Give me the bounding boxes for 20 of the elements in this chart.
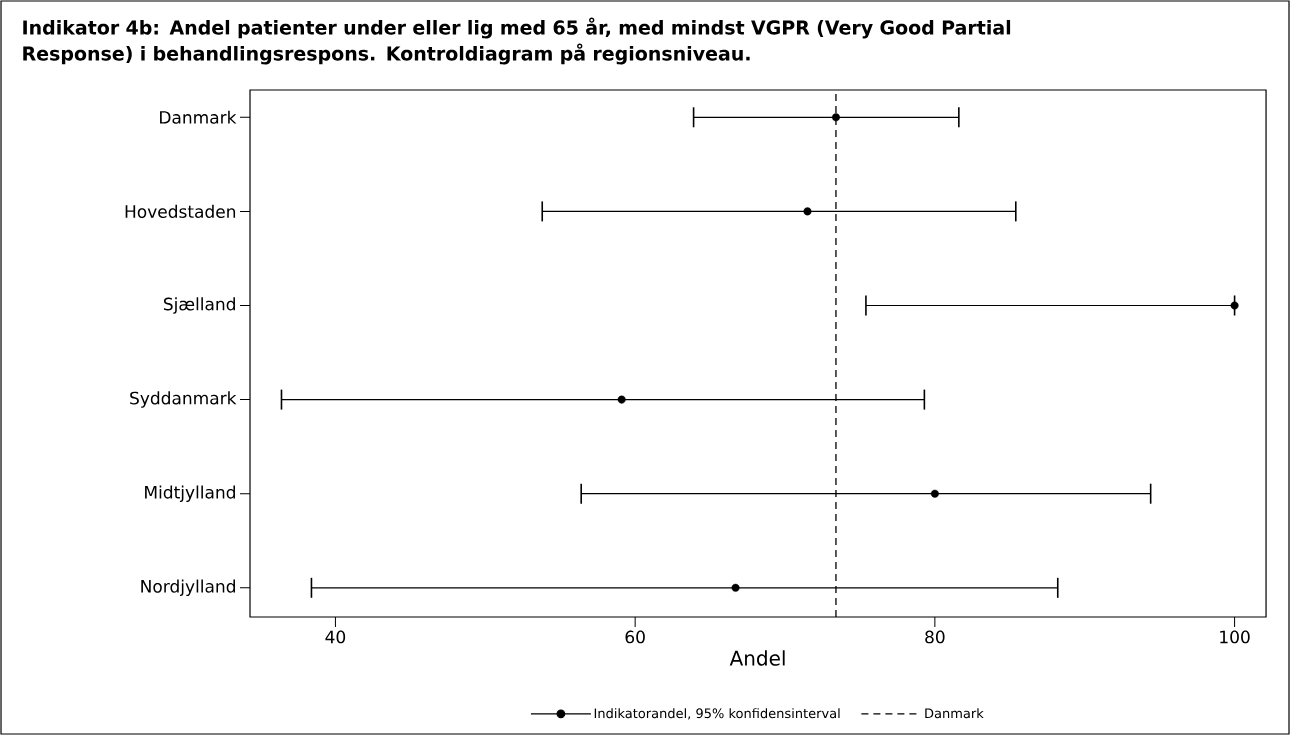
- x-tick-label: 60: [625, 630, 645, 644]
- point: [803, 207, 812, 216]
- point: [617, 395, 626, 404]
- x-tick-label: 40: [325, 630, 346, 644]
- y-tick-label: Midtjylland: [145, 485, 235, 502]
- point: [1230, 301, 1239, 310]
- x-tick-label: 80: [925, 630, 945, 644]
- chart-title: Indikator 4b: Andel patienter under eller lig med 65 år, med mindst VGPR (Very Good Partial Response) i behandlingsrespons. Kontroldiagram på regionsniveau.: [23, 17, 1011, 65]
- y-tick-label: Syddanmark: [130, 391, 237, 408]
- legend-label: Indikatorandel, 95% konfidensinterval: [594, 708, 840, 720]
- x-tick-label: 100: [1220, 630, 1250, 644]
- y-tick-label: Sjælland: [163, 297, 235, 314]
- y-tick-label: Nordjylland: [141, 579, 235, 597]
- point: [731, 583, 740, 592]
- point: [831, 113, 840, 122]
- y-tick-label: Hovedstaden: [125, 204, 236, 218]
- y-tick-label: Danmark: [160, 110, 237, 124]
- legend-label: Danmark: [925, 708, 984, 719]
- x-axis-title: Andel: [729, 650, 785, 666]
- point: [930, 489, 939, 498]
